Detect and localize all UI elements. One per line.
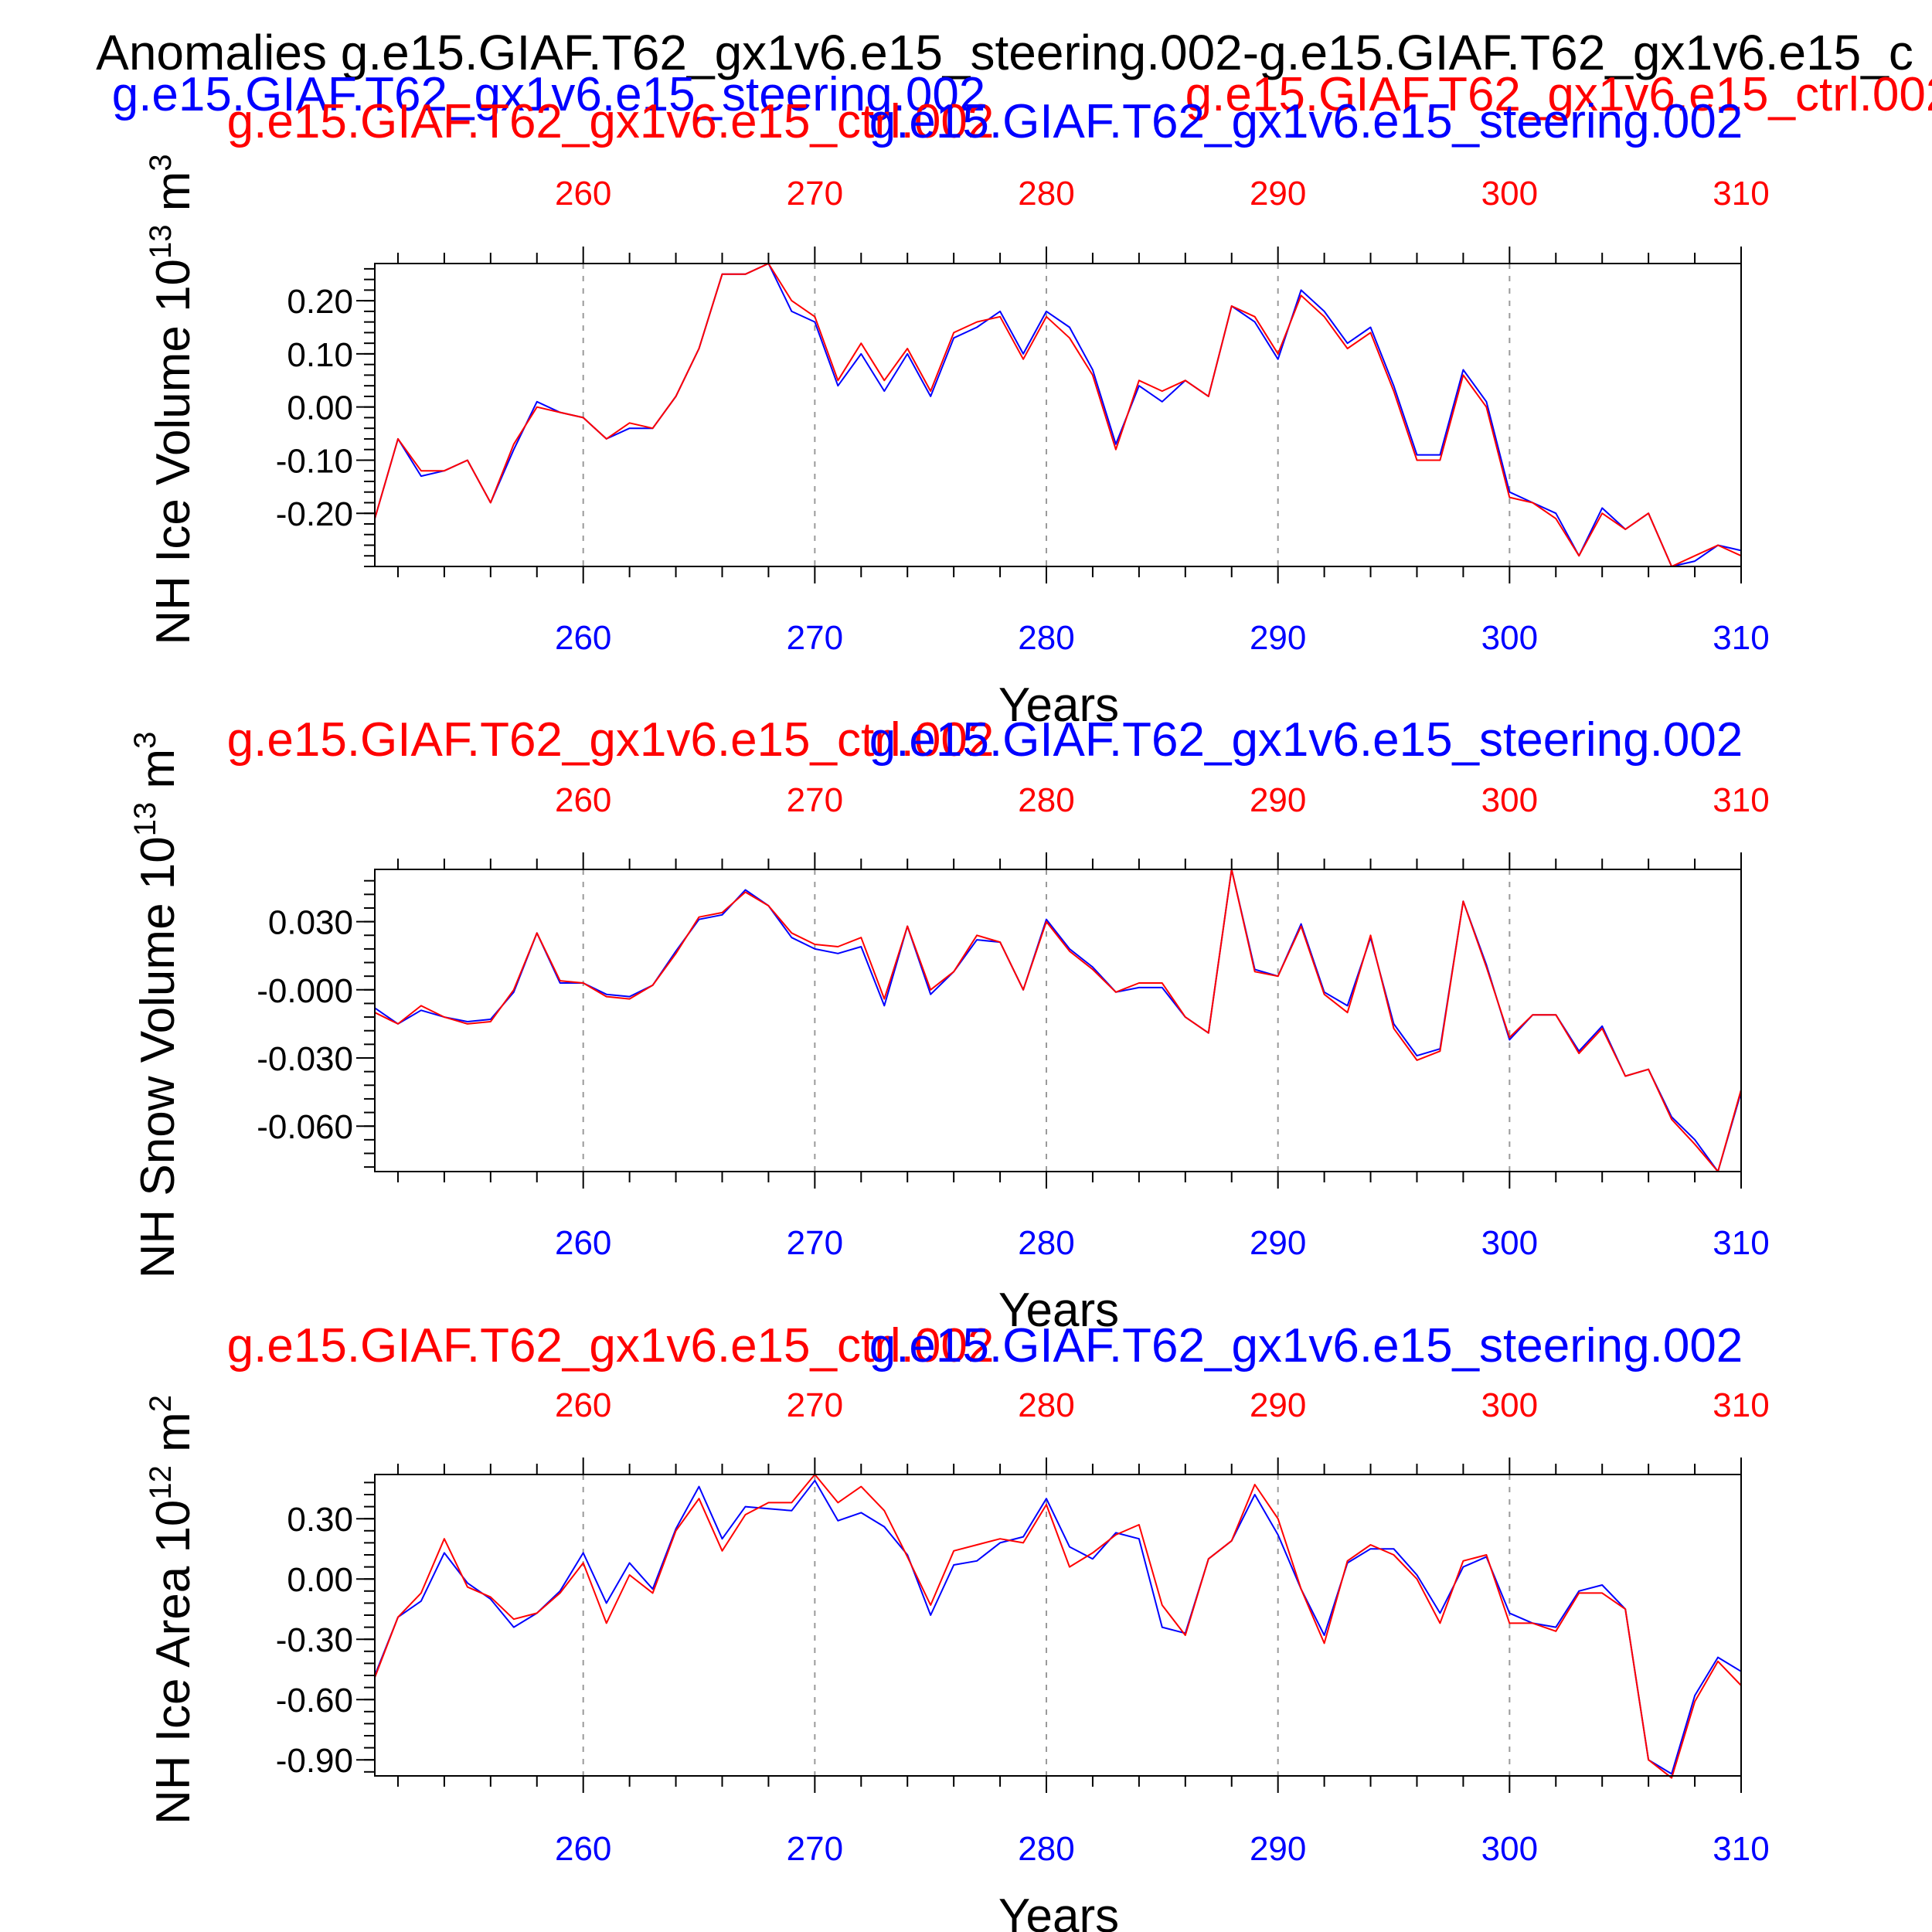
x-top-tick-label: 300 bbox=[1481, 175, 1538, 213]
x-top-tick-label: 270 bbox=[787, 175, 843, 213]
x-bottom-tick-label: 290 bbox=[1250, 1830, 1306, 1868]
x-axis-label: Years bbox=[998, 679, 1119, 732]
series-line-steering bbox=[374, 869, 1742, 1172]
x-bottom-tick-label: 280 bbox=[1018, 619, 1074, 657]
y-tick-label: -0.10 bbox=[276, 442, 353, 480]
series-line-ctrl bbox=[374, 1474, 1742, 1779]
x-axis-label: Years bbox=[998, 1889, 1119, 1932]
x-top-tick-label: 270 bbox=[787, 781, 843, 819]
plot-frame bbox=[374, 1474, 1742, 1777]
x-top-tick-label: 270 bbox=[787, 1386, 843, 1424]
series-line-ctrl bbox=[374, 869, 1742, 1172]
y-tick-label: 0.30 bbox=[287, 1501, 353, 1539]
x-bottom-tick-label: 290 bbox=[1250, 1224, 1306, 1262]
y-tick-label: 0.10 bbox=[287, 336, 353, 374]
x-bottom-tick-label: 270 bbox=[787, 619, 843, 657]
x-axis-label: Years bbox=[998, 1284, 1119, 1337]
top-label-steering: g.e15.GIAF.T62_gx1v6.e15_steering.002 bbox=[869, 95, 1743, 148]
x-top-tick-label: 260 bbox=[555, 1386, 611, 1424]
x-top-tick-label: 290 bbox=[1250, 175, 1306, 213]
x-top-tick-label: 280 bbox=[1018, 175, 1074, 213]
y-tick-label: -0.060 bbox=[257, 1108, 353, 1146]
figure-title: Anomalies g.e15.GIAF.T62_gx1v6.e15_steer… bbox=[96, 25, 1913, 80]
x-top-tick-label: 310 bbox=[1713, 1386, 1769, 1424]
x-bottom-tick-label: 280 bbox=[1018, 1224, 1074, 1262]
top-label-ctrl: g.e15.GIAF.T62_gx1v6.e15_ctrl.002 bbox=[227, 95, 995, 148]
series-line-ctrl bbox=[374, 263, 1742, 567]
series-line-steering bbox=[374, 263, 1742, 567]
x-top-tick-label: 310 bbox=[1713, 175, 1769, 213]
x-top-tick-label: 290 bbox=[1250, 781, 1306, 819]
x-top-tick-label: 280 bbox=[1018, 781, 1074, 819]
legend-ctrl: g.e15.GIAF.T62_gx1v6.e15_ctrl.002 bbox=[1185, 68, 1932, 121]
panel-2: g.e15.GIAF.T62_gx1v6.e15_ctrl.002g.e15.G… bbox=[128, 713, 1770, 1337]
x-bottom-tick-label: 300 bbox=[1481, 1830, 1538, 1868]
panel-3: g.e15.GIAF.T62_gx1v6.e15_ctrl.002g.e15.G… bbox=[144, 1319, 1770, 1932]
top-label-steering: g.e15.GIAF.T62_gx1v6.e15_steering.002 bbox=[869, 1319, 1743, 1372]
x-bottom-tick-label: 300 bbox=[1481, 1224, 1538, 1262]
x-top-tick-label: 310 bbox=[1713, 781, 1769, 819]
top-label-steering: g.e15.GIAF.T62_gx1v6.e15_steering.002 bbox=[869, 713, 1743, 767]
panels: g.e15.GIAF.T62_gx1v6.e15_ctrl.002g.e15.G… bbox=[128, 95, 1770, 1932]
x-bottom-tick-label: 290 bbox=[1250, 619, 1306, 657]
y-axis-label: NH Snow Volume 1013 m3 bbox=[128, 732, 185, 1279]
series-line-steering bbox=[374, 1479, 1742, 1775]
y-tick-label: 0.00 bbox=[287, 389, 353, 427]
x-top-tick-label: 300 bbox=[1481, 1386, 1538, 1424]
y-tick-label: 0.20 bbox=[287, 283, 353, 321]
top-label-ctrl: g.e15.GIAF.T62_gx1v6.e15_ctrl.002 bbox=[227, 1319, 995, 1372]
y-tick-label: -0.030 bbox=[257, 1040, 353, 1078]
y-tick-label: -0.000 bbox=[257, 972, 353, 1010]
x-bottom-tick-label: 270 bbox=[787, 1224, 843, 1262]
x-bottom-tick-label: 270 bbox=[787, 1830, 843, 1868]
x-bottom-tick-label: 260 bbox=[555, 1224, 611, 1262]
y-tick-label: -0.30 bbox=[276, 1621, 353, 1659]
legend-steering: g.e15.GIAF.T62_gx1v6.e15_steering.002 bbox=[112, 68, 986, 121]
panel-1: g.e15.GIAF.T62_gx1v6.e15_ctrl.002g.e15.G… bbox=[144, 95, 1770, 732]
plot-frame bbox=[374, 263, 1742, 567]
x-bottom-tick-label: 310 bbox=[1713, 1830, 1769, 1868]
x-bottom-tick-label: 310 bbox=[1713, 1224, 1769, 1262]
x-top-tick-label: 280 bbox=[1018, 1386, 1074, 1424]
x-top-tick-label: 290 bbox=[1250, 1386, 1306, 1424]
x-bottom-tick-label: 260 bbox=[555, 1830, 611, 1868]
y-tick-label: 0.00 bbox=[287, 1561, 353, 1599]
y-tick-label: -0.20 bbox=[276, 495, 353, 533]
y-tick-label: -0.90 bbox=[276, 1742, 353, 1780]
x-top-tick-label: 260 bbox=[555, 781, 611, 819]
x-top-tick-label: 300 bbox=[1481, 781, 1538, 819]
x-bottom-tick-label: 280 bbox=[1018, 1830, 1074, 1868]
x-bottom-tick-label: 310 bbox=[1713, 619, 1769, 657]
x-top-tick-label: 260 bbox=[555, 175, 611, 213]
x-bottom-tick-label: 260 bbox=[555, 619, 611, 657]
y-tick-label: -0.60 bbox=[276, 1682, 353, 1719]
x-bottom-tick-label: 300 bbox=[1481, 619, 1538, 657]
plot-frame bbox=[374, 869, 1742, 1172]
top-label-ctrl: g.e15.GIAF.T62_gx1v6.e15_ctrl.002 bbox=[227, 713, 995, 767]
y-axis-label: NH Ice Volume 1013 m3 bbox=[144, 154, 200, 645]
y-axis-label: NH Ice Area 1012 m2 bbox=[144, 1395, 200, 1825]
y-tick-label: 0.030 bbox=[268, 904, 353, 942]
